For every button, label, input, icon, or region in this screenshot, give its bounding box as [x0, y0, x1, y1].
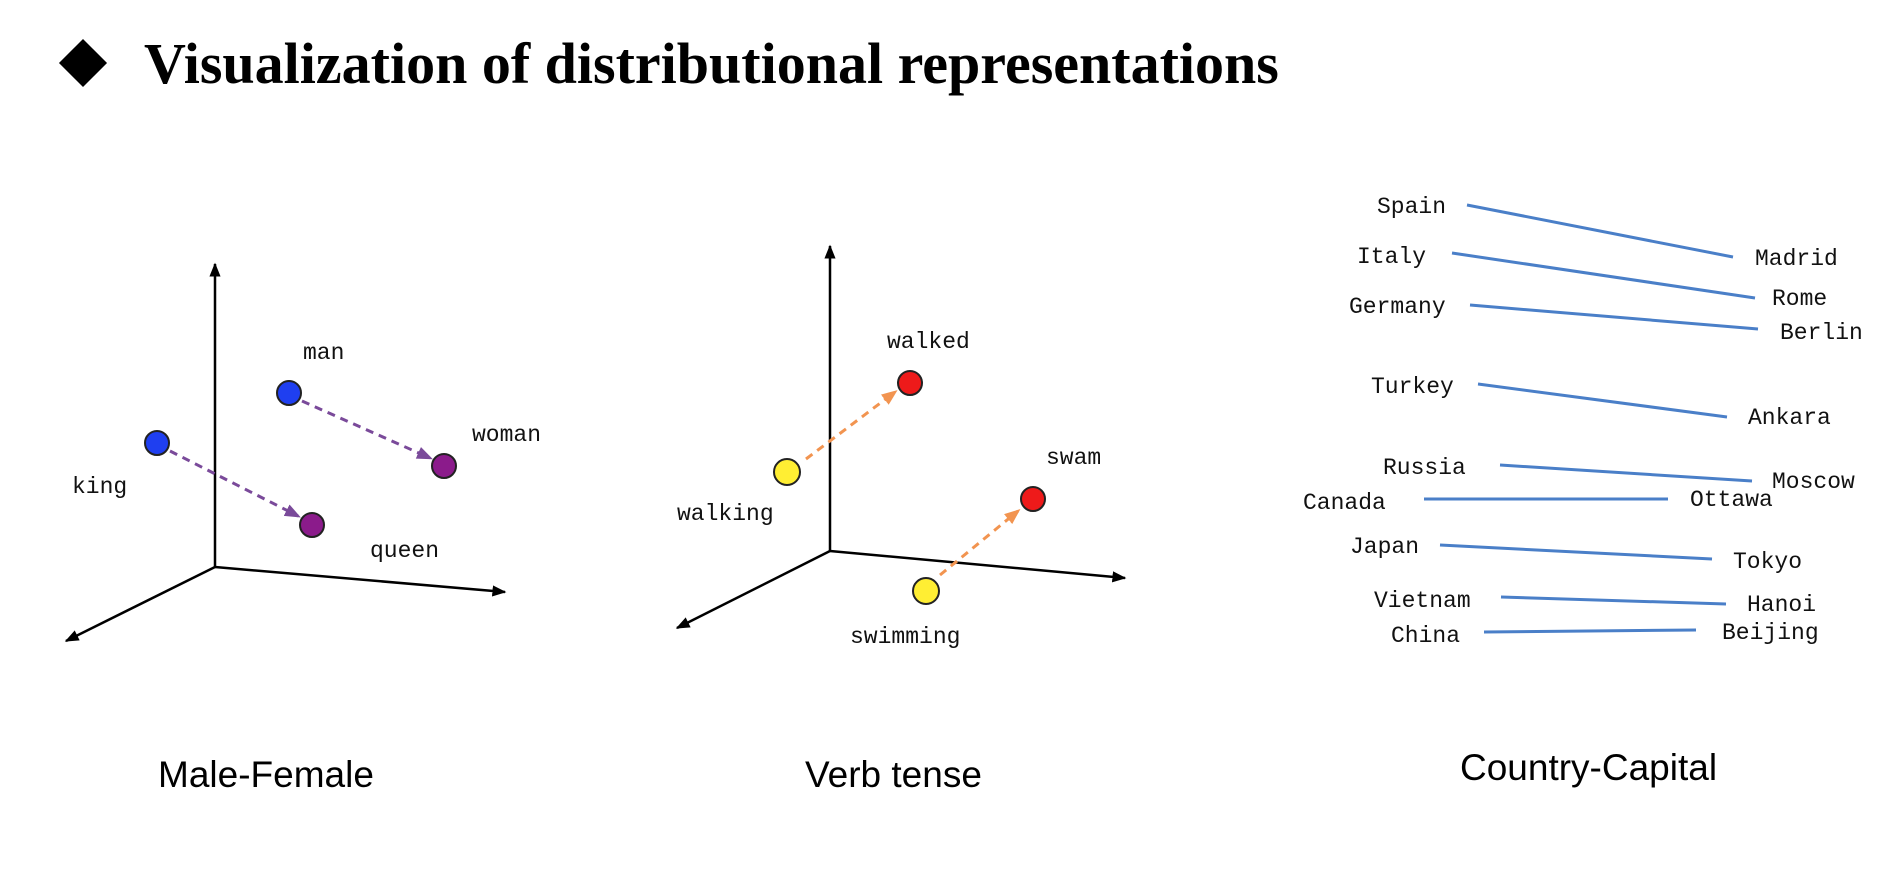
axis-z — [64, 565, 216, 643]
label-walked: walked — [887, 329, 970, 355]
axes — [64, 262, 507, 643]
panel-country-capital: Spain Madrid Italy Rome Germany Berlin T… — [1303, 194, 1863, 788]
pair-spain-madrid: Spain Madrid — [1377, 194, 1838, 272]
point-queen — [299, 512, 325, 538]
pair-russia-moscow: Russia Moscow — [1383, 455, 1855, 495]
panel-verb-tense: walked walking swam swimming Verb tense — [675, 244, 1127, 795]
point-man — [276, 380, 302, 406]
point-woman — [431, 453, 457, 479]
slide-title: Visualization of distributional represen… — [144, 30, 1279, 96]
point-walking — [773, 458, 801, 486]
point-swam — [1020, 486, 1046, 512]
axis-x — [214, 565, 507, 597]
label-capital: Ottawa — [1690, 487, 1773, 513]
label-capital: Beijing — [1722, 620, 1819, 646]
pair-japan-tokyo: Japan Tokyo — [1350, 534, 1802, 575]
label-capital: Moscow — [1772, 469, 1855, 495]
caption-male-female: Male-Female — [158, 754, 374, 795]
point-king — [144, 430, 170, 456]
point-swimming — [912, 577, 940, 605]
pair-canada-ottawa: Canada Ottawa — [1303, 487, 1773, 516]
label-country: Spain — [1377, 194, 1446, 220]
label-queen: queen — [370, 538, 439, 564]
label-country: China — [1391, 623, 1460, 649]
arrow-walking-walked — [805, 390, 898, 461]
axis-x — [829, 549, 1127, 583]
axis-z — [675, 549, 831, 630]
arrow-swimming-swam — [939, 508, 1021, 577]
pair-china-beijing: China Beijing — [1391, 620, 1819, 649]
point-walked — [897, 370, 923, 396]
label-country: Vietnam — [1374, 588, 1471, 614]
pair-vietnam-hanoi: Vietnam Hanoi — [1374, 588, 1816, 618]
label-man: man — [303, 340, 344, 366]
label-capital: Rome — [1772, 286, 1827, 312]
label-walking: walking — [677, 501, 774, 527]
label-swimming: swimming — [850, 624, 960, 650]
label-country: Canada — [1303, 490, 1386, 516]
label-country: Germany — [1349, 294, 1446, 320]
caption-verb-tense: Verb tense — [805, 754, 982, 795]
label-king: king — [72, 474, 127, 500]
title-row: Visualization of distributional represen… — [56, 28, 1279, 98]
label-woman: woman — [472, 422, 541, 448]
panel-male-female: man woman king queen Male-Female — [64, 262, 541, 795]
pair-germany-berlin: Germany Berlin — [1349, 294, 1863, 346]
label-country: Italy — [1357, 244, 1426, 270]
arrow-man-woman — [301, 399, 433, 460]
label-capital: Madrid — [1755, 246, 1838, 272]
axes — [675, 244, 1127, 630]
pair-turkey-ankara: Turkey Ankara — [1371, 374, 1831, 431]
label-swam: swam — [1046, 445, 1101, 471]
pair-italy-rome: Italy Rome — [1357, 244, 1827, 312]
label-capital: Berlin — [1780, 320, 1863, 346]
label-capital: Tokyo — [1733, 549, 1802, 575]
label-country: Turkey — [1371, 374, 1454, 400]
label-capital: Hanoi — [1747, 592, 1816, 618]
label-capital: Ankara — [1748, 405, 1831, 431]
caption-country-capital: Country-Capital — [1460, 747, 1717, 788]
label-country: Russia — [1383, 455, 1466, 481]
arrow-king-queen — [169, 449, 301, 518]
label-country: Japan — [1350, 534, 1419, 560]
